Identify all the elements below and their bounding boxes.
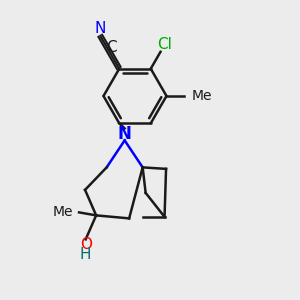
Text: N: N bbox=[95, 21, 106, 36]
Text: O: O bbox=[80, 237, 92, 252]
Text: N: N bbox=[118, 125, 132, 143]
Text: H: H bbox=[79, 248, 91, 262]
Text: Me: Me bbox=[52, 206, 73, 219]
Text: Me: Me bbox=[192, 89, 212, 103]
Text: C: C bbox=[106, 40, 116, 55]
Text: Cl: Cl bbox=[157, 37, 172, 52]
